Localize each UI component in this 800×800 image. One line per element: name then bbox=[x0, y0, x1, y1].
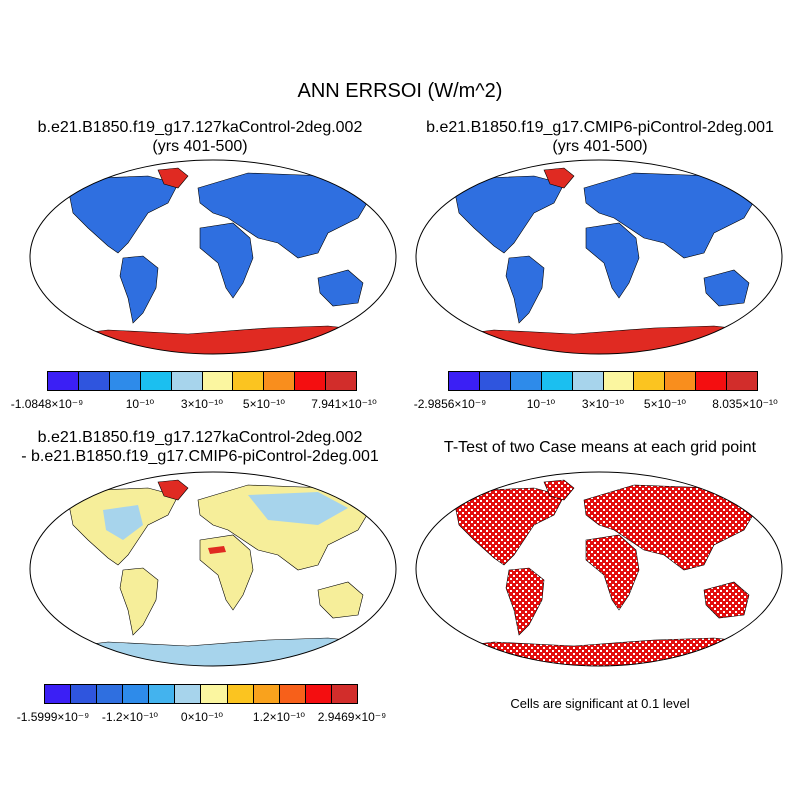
colorbar-bottom-left-swatch-5 bbox=[175, 685, 202, 703]
map-top-right bbox=[415, 159, 783, 355]
panel-top-right-title-line2: (yrs 401-500) bbox=[552, 138, 648, 155]
colorbar-top-right-swatch-4 bbox=[572, 372, 604, 390]
colorbar-top-right-swatch-8 bbox=[696, 372, 728, 390]
panel-top-left-title: b.e21.B1850.f19_g17.127kaControl-2deg.00… bbox=[0, 118, 400, 156]
panel-top-left-title-line2: (yrs 401-500) bbox=[152, 138, 248, 155]
cbar-tr-label-0: -2.9856×10⁻⁹ bbox=[413, 397, 487, 411]
significance-note: Cells are significant at 0.1 level bbox=[510, 696, 690, 711]
panel-bottom-right-title-line1: T-Test of two Case means at each grid po… bbox=[443, 439, 757, 456]
cbar-bl-label-3: 1.2×10⁻¹⁰ bbox=[252, 710, 306, 724]
colorbar-bottom-left-swatch-7 bbox=[227, 685, 254, 703]
colorbar-top-right-swatch-0 bbox=[449, 372, 480, 390]
colorbar-top-right bbox=[448, 371, 758, 391]
colorbar-top-right-swatch-2 bbox=[510, 372, 542, 390]
panel-top-right-title-line1: b.e21.B1850.f19_g17.CMIP6-piControl-2deg… bbox=[426, 119, 774, 136]
map-bottom-right bbox=[415, 471, 783, 667]
cbar-tl-label-3: 5×10⁻¹⁰ bbox=[242, 397, 286, 411]
cbar-tr-label-4: 8.035×10⁻¹⁰ bbox=[712, 397, 778, 411]
colorbar-bottom-left-swatch-6 bbox=[201, 685, 228, 703]
cbar-tr-label-1: 10⁻¹⁰ bbox=[526, 397, 556, 411]
cbar-bl-label-4: 2.9469×10⁻⁹ bbox=[317, 710, 387, 724]
map-bottom-left-land bbox=[30, 479, 396, 666]
colorbar-bottom-left-swatch-3 bbox=[123, 685, 150, 703]
colorbar-top-right-swatch-6 bbox=[634, 372, 666, 390]
map-bottom-left bbox=[29, 471, 397, 667]
panel-bottom-left-title-line1: b.e21.B1850.f19_g17.127kaControl-2deg.00… bbox=[37, 429, 363, 446]
colorbar-top-right-swatch-1 bbox=[479, 372, 511, 390]
colorbar-top-left-swatch-5 bbox=[202, 372, 234, 390]
colorbar-bottom-left-swatch-11 bbox=[331, 685, 357, 703]
panel-top-left-title-line1: b.e21.B1850.f19_g17.127kaControl-2deg.00… bbox=[37, 119, 363, 136]
colorbar-top-right-swatch-5 bbox=[603, 372, 635, 390]
map-bottom-right-land bbox=[416, 479, 782, 666]
colorbar-top-right-swatch-9 bbox=[727, 372, 758, 390]
colorbar-top-left-swatch-3 bbox=[140, 372, 172, 390]
colorbar-top-left-swatch-8 bbox=[295, 372, 327, 390]
cbar-bl-label-1: -1.2×10⁻¹⁰ bbox=[101, 710, 159, 724]
cbar-tl-label-0: -1.0848×10⁻⁹ bbox=[10, 397, 84, 411]
colorbar-bottom-left-swatch-2 bbox=[97, 685, 124, 703]
panel-bottom-right-title: T-Test of two Case means at each grid po… bbox=[400, 438, 800, 457]
colorbar-bottom-left-swatch-0 bbox=[45, 685, 72, 703]
colorbar-bottom-left-swatch-8 bbox=[253, 685, 280, 703]
colorbar-top-left-swatch-9 bbox=[326, 372, 357, 390]
cbar-bl-label-2: 0×10⁻¹⁰ bbox=[180, 710, 224, 724]
colorbar-top-left-swatch-0 bbox=[48, 372, 79, 390]
panel-top-right-title: b.e21.B1850.f19_g17.CMIP6-piControl-2deg… bbox=[400, 118, 800, 156]
colorbar-top-left bbox=[47, 371, 357, 391]
cbar-tl-label-2: 3×10⁻¹⁰ bbox=[180, 397, 224, 411]
colorbar-bottom-left-swatch-10 bbox=[305, 685, 332, 703]
colorbar-top-left-swatch-7 bbox=[264, 372, 296, 390]
cbar-tr-label-3: 5×10⁻¹⁰ bbox=[643, 397, 687, 411]
map-top-left bbox=[29, 159, 397, 355]
colorbar-top-right-swatch-7 bbox=[665, 372, 697, 390]
colorbar-top-left-swatch-2 bbox=[109, 372, 141, 390]
cbar-bl-label-0: -1.5999×10⁻⁹ bbox=[16, 710, 90, 724]
colorbar-bottom-left-swatch-4 bbox=[149, 685, 176, 703]
colorbar-top-left-swatch-6 bbox=[233, 372, 265, 390]
colorbar-top-right-swatch-3 bbox=[541, 372, 573, 390]
colorbar-bottom-left-swatch-1 bbox=[71, 685, 98, 703]
colorbar-bottom-left-swatch-9 bbox=[279, 685, 306, 703]
cbar-tl-label-1: 10⁻¹⁰ bbox=[125, 397, 155, 411]
colorbar-top-left-swatch-1 bbox=[78, 372, 110, 390]
map-top-right-land bbox=[416, 167, 782, 354]
colorbar-bottom-left bbox=[44, 684, 358, 704]
figure-title: ANN ERRSOI (W/m^2) bbox=[297, 80, 503, 102]
map-top-left-land bbox=[30, 167, 396, 354]
panel-bottom-left-title: b.e21.B1850.f19_g17.127kaControl-2deg.00… bbox=[0, 428, 400, 466]
colorbar-top-left-swatch-4 bbox=[171, 372, 203, 390]
cbar-tr-label-2: 3×10⁻¹⁰ bbox=[581, 397, 625, 411]
panel-bottom-left-title-line2: - b.e21.B1850.f19_g17.CMIP6-piControl-2d… bbox=[21, 448, 379, 465]
cbar-tl-label-4: 7.941×10⁻¹⁰ bbox=[311, 397, 377, 411]
